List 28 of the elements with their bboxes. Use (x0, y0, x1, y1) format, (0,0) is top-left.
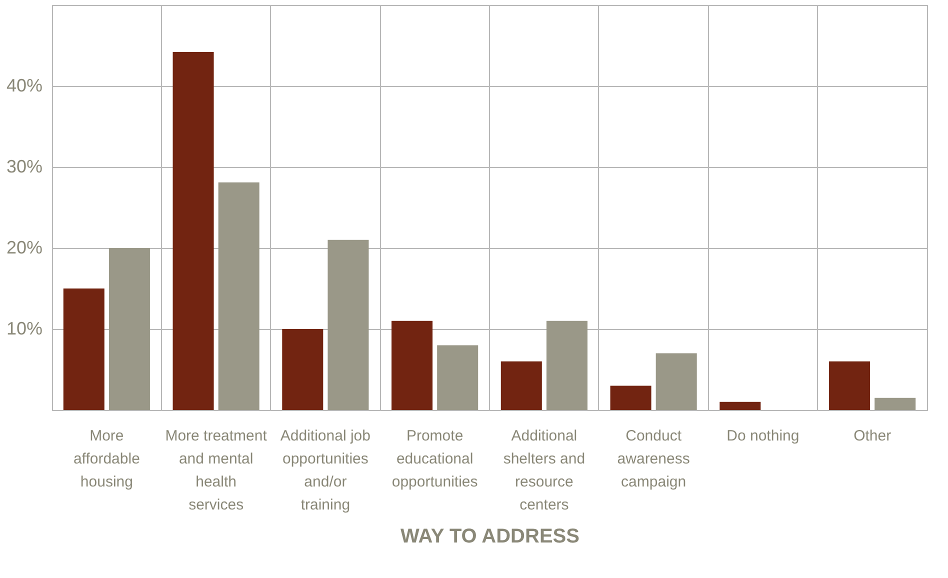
bar (108, 248, 150, 410)
y-tick-label: 40% (6, 76, 42, 96)
bar (282, 329, 324, 410)
bar (656, 353, 697, 410)
y-tick-label: 30% (6, 156, 42, 176)
bar (392, 320, 433, 410)
bar (437, 345, 478, 410)
bar (829, 361, 870, 410)
bar (218, 182, 260, 410)
bar (610, 386, 652, 410)
bar (328, 240, 369, 410)
x-tick-label: Promote educational opportunities (392, 428, 478, 490)
x-tick-label: Other (854, 428, 892, 444)
bar (546, 320, 588, 410)
x-tick-label: More treatment and mental health services (165, 428, 268, 514)
bar (874, 398, 916, 410)
y-tick-label: 20% (6, 238, 42, 258)
x-tick-label: Additional shelters and resource centers (503, 428, 586, 514)
x-tick-label: Additional job opportunities and/or training (280, 428, 370, 514)
bar (720, 402, 761, 410)
bar (172, 52, 214, 410)
x-axis-title: WAY TO ADDRESS (400, 526, 580, 548)
bar (63, 288, 104, 410)
bar (500, 361, 542, 410)
x-tick-label: Do nothing (726, 428, 800, 444)
y-tick-label: 10% (6, 318, 42, 338)
x-tick-label: More affordable housing (73, 428, 140, 490)
x-tick-label: Conduct awareness campaign (617, 428, 690, 490)
